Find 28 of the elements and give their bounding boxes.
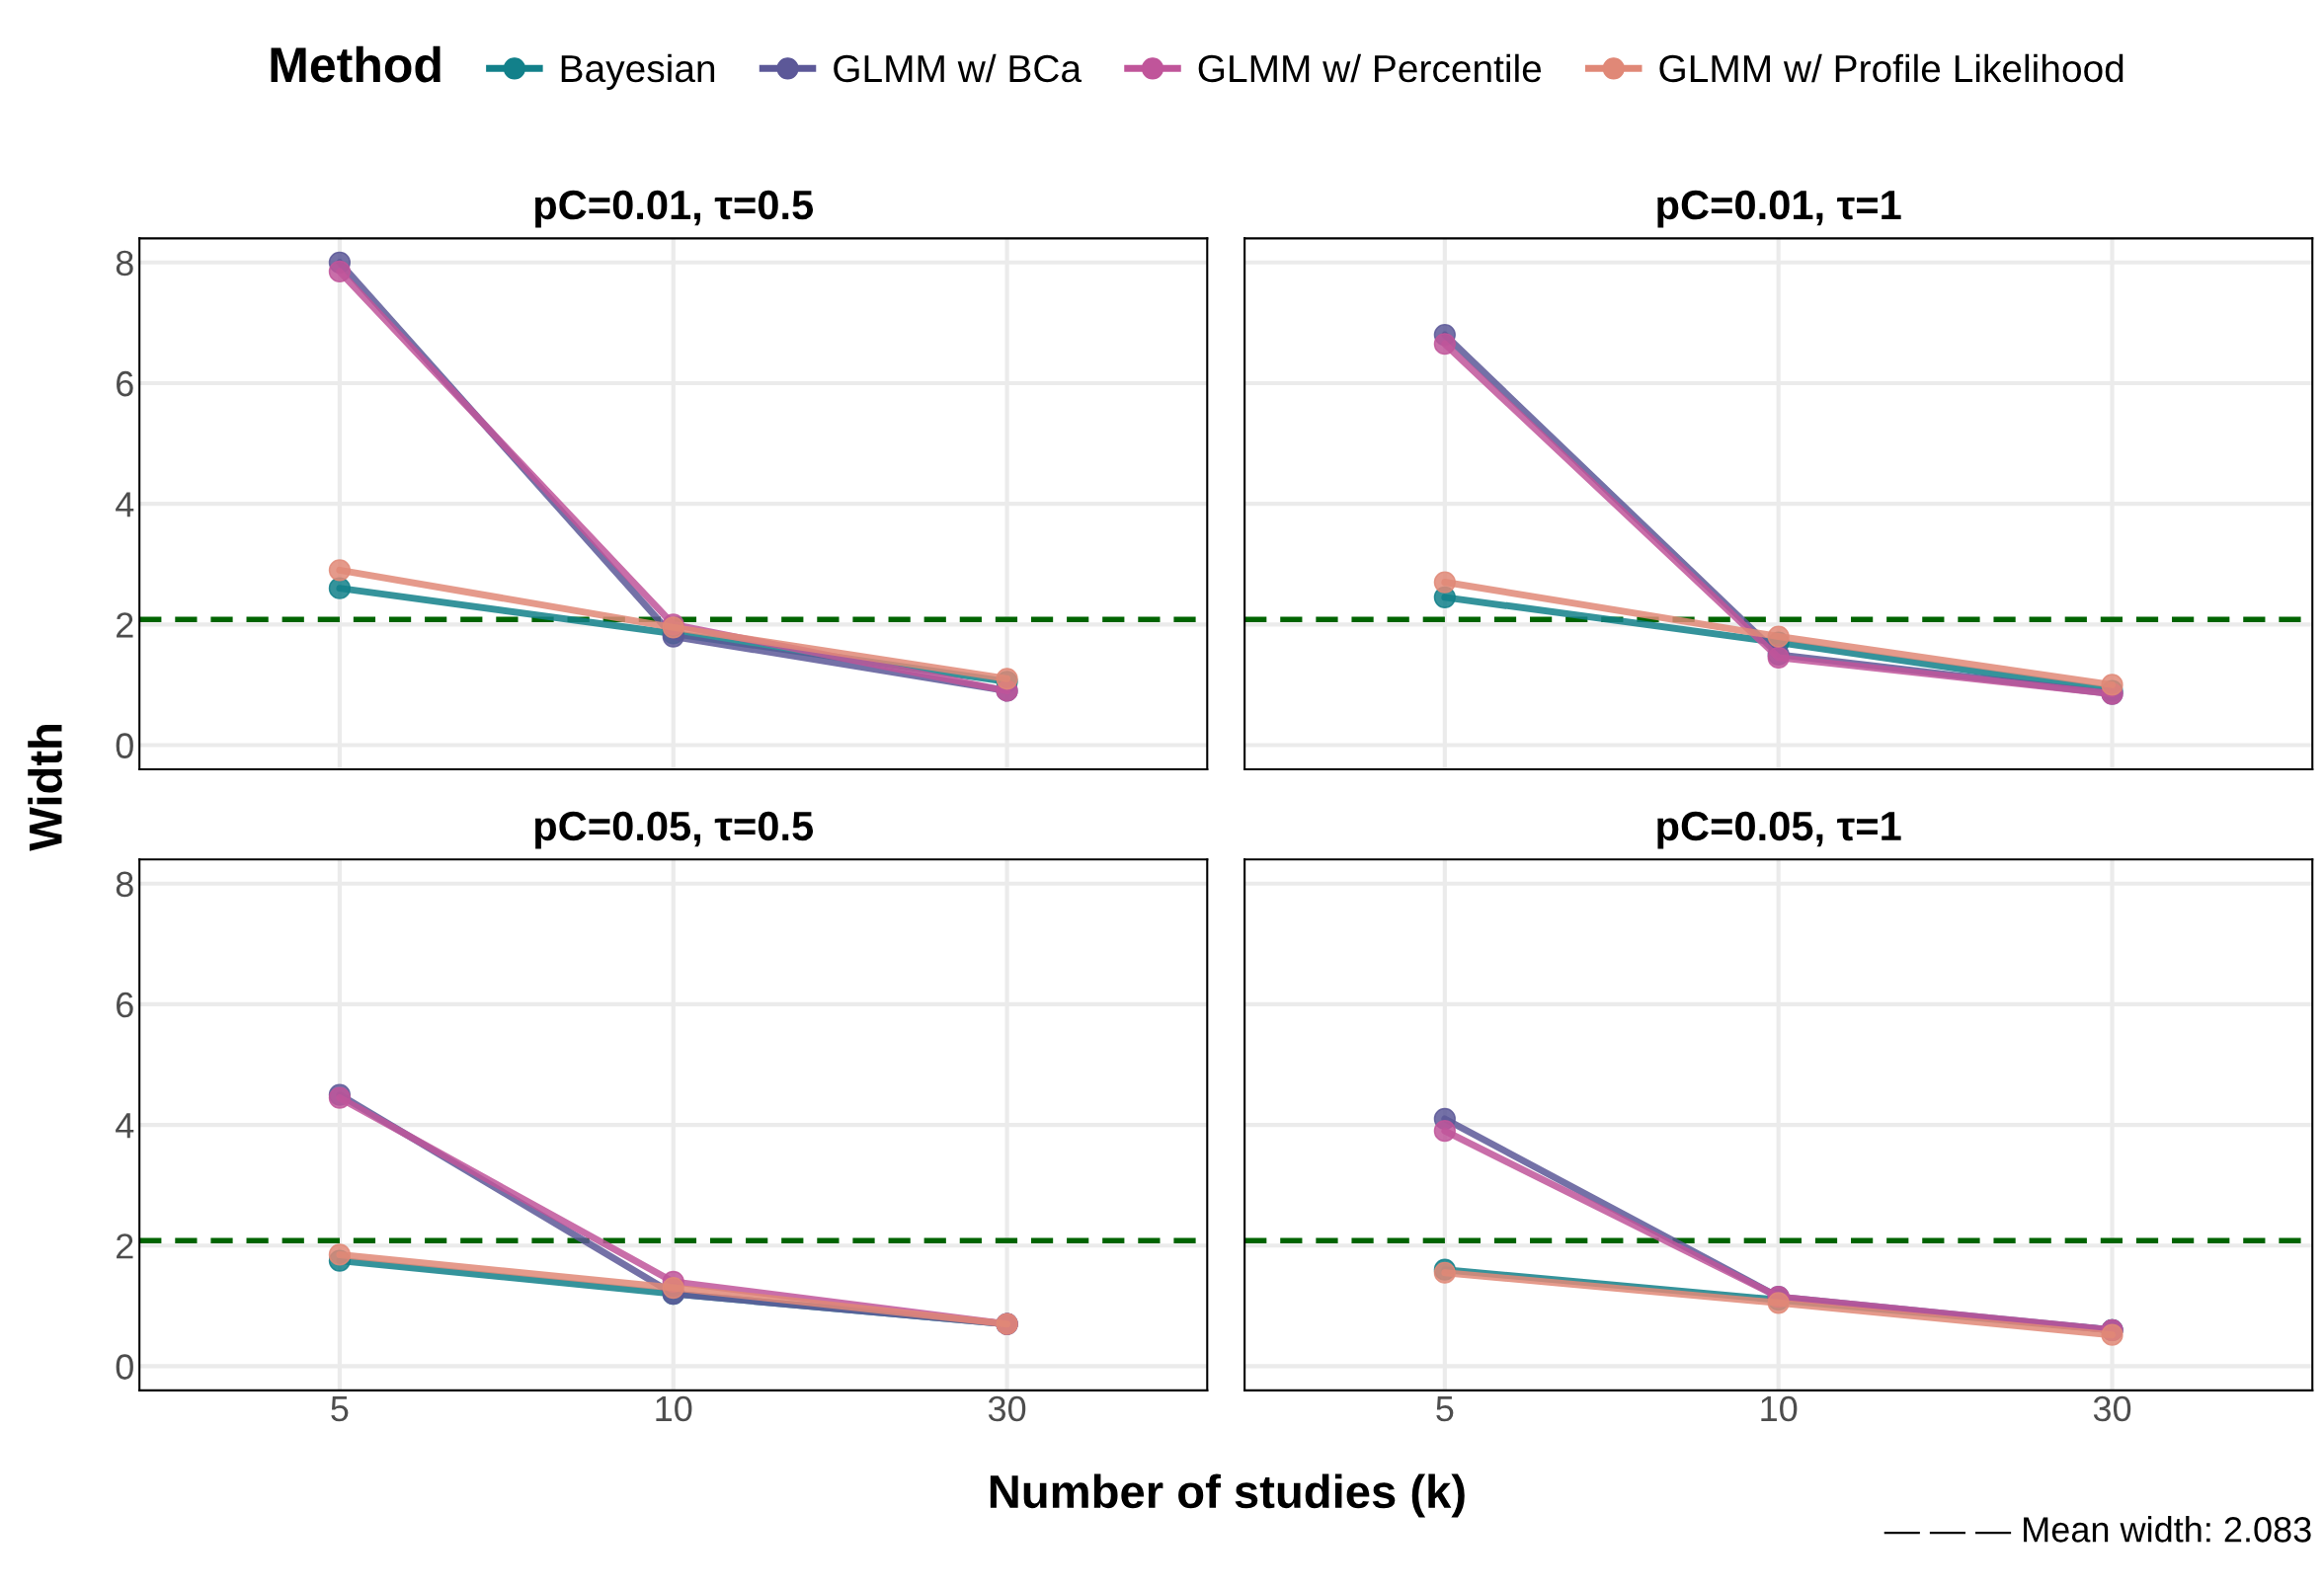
y-tick-label: 8	[116, 871, 133, 898]
text: — — — Mean width: 2.083	[1883, 1516, 2311, 1543]
chart-title: pC=0.01, τ=0.5	[535, 190, 814, 228]
y-tick-label: 2	[117, 612, 133, 638]
x-tick-label: 5	[1436, 1396, 1454, 1422]
legend-label: Bayesian	[561, 53, 715, 90]
chart-title: pC=0.01, τ=1	[1657, 190, 1901, 228]
x-tick-label: 30	[988, 1395, 1026, 1422]
y-tick-label: 0	[116, 1354, 133, 1380]
y-tick-label: 6	[117, 992, 133, 1018]
y-axis-title: Width	[28, 725, 62, 851]
y-tick-label: 4	[116, 1113, 134, 1139]
y-tick-label: 8	[116, 250, 133, 277]
x-tick-label: 5	[331, 1396, 349, 1422]
x-tick-label: 30	[2093, 1395, 2131, 1422]
legend-label: GLMM w/ Profile Likelihood	[1659, 53, 2124, 83]
legend-label: GLMM w/ BCa	[834, 53, 1082, 83]
chart-title: pC=0.05, τ=0.5	[535, 811, 814, 849]
y-tick-label: 0	[116, 733, 133, 758]
y-tick-label: 4	[116, 492, 134, 517]
x-axis-title: Number of studies (k)	[990, 1473, 1465, 1518]
y-tick-label: 6	[117, 370, 133, 397]
chart-title: pC=0.05, τ=1	[1657, 811, 1901, 849]
x-tick-label: 10	[1761, 1395, 1798, 1422]
x-tick-label: 10	[656, 1395, 692, 1422]
legend-label: GLMM w/ Percentile	[1198, 53, 1542, 83]
legend-title: Method	[271, 45, 441, 83]
y-tick-label: 2	[117, 1233, 133, 1259]
